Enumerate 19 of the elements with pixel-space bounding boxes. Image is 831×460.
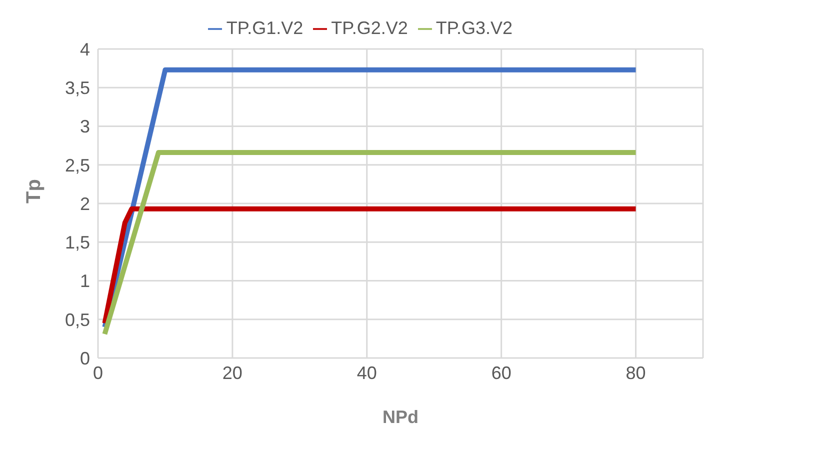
x-tick-label: 0	[92, 362, 104, 383]
y-tick-label: 1	[80, 271, 90, 292]
legend-label: TP.G1.V2	[226, 18, 304, 38]
y-tick-label: 1,5	[64, 232, 90, 253]
x-tick-label: 40	[356, 362, 377, 383]
y-tick-label: 3	[80, 116, 90, 137]
x-tick-label: 60	[491, 362, 512, 383]
y-tick-label: 0,5	[64, 310, 90, 330]
y-tick-label: 4	[80, 39, 90, 60]
y-tick-label: 0	[80, 348, 90, 368]
x-tick-label: 20	[222, 362, 242, 383]
y-axis-title: Tp	[23, 179, 46, 204]
x-axis-title: NPd	[382, 407, 418, 427]
y-tick-label: 3,5	[64, 78, 90, 98]
y-tick-label: 2	[80, 194, 90, 214]
legend-label: TP.G2.V2	[331, 18, 408, 38]
legend-label: TP.G3.V2	[436, 18, 513, 38]
x-tick-label: 80	[626, 362, 646, 383]
y-tick-label: 2,5	[64, 155, 90, 176]
